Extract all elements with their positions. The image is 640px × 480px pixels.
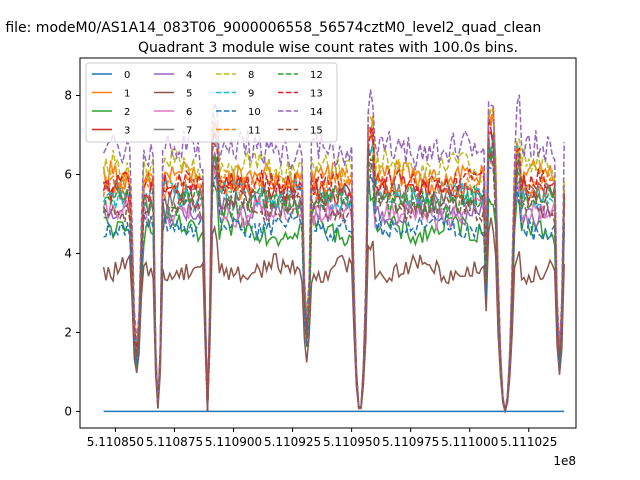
chart-title: Quadrant 3 module wise count rates with … — [138, 40, 518, 56]
legend-label-5: 5 — [186, 89, 192, 100]
y-tick-label: 2 — [64, 325, 72, 339]
x-tick-label: 5.110875 — [146, 435, 203, 449]
legend-label-12: 12 — [310, 70, 323, 81]
legend-label-11: 11 — [248, 126, 261, 137]
legend-label-4: 4 — [186, 70, 192, 81]
x-tick-label: 5.110950 — [323, 435, 380, 449]
legend-label-10: 10 — [248, 107, 261, 118]
legend-label-9: 9 — [248, 89, 254, 100]
y-tick-label: 6 — [64, 167, 72, 181]
axes-frame — [79, 57, 577, 429]
legend-label-1: 1 — [124, 89, 130, 100]
legend-label-6: 6 — [186, 107, 192, 118]
series-line-15 — [102, 147, 565, 412]
x-tick-label: 5.111025 — [500, 435, 557, 449]
series-line-5 — [102, 217, 565, 415]
series-line-14 — [102, 89, 565, 412]
legend-label-14: 14 — [310, 107, 323, 118]
legend-box — [85, 62, 338, 143]
legend-label-2: 2 — [124, 107, 130, 118]
legend-label-13: 13 — [310, 89, 323, 100]
legend-label-8: 8 — [248, 70, 254, 81]
x-tick-label: 5.110925 — [264, 435, 321, 449]
series-lines — [102, 89, 565, 415]
figure-suptitle: n file: modeM0/AS1A14_083T06_9000006558_… — [0, 20, 541, 36]
y-tick-label: 0 — [64, 404, 72, 418]
legend-label-7: 7 — [186, 126, 192, 137]
series-line-13 — [102, 118, 565, 412]
y-axis: 0 2 4 6 8 — [64, 89, 80, 418]
x-tick-label: 5.110975 — [382, 435, 439, 449]
legend-label-15: 15 — [310, 126, 323, 137]
x-axis: 5.110850 5.110875 5.110900 5.110925 5.110950… — [87, 428, 557, 449]
x-tick-label: 5.111000 — [441, 435, 498, 449]
y-tick-label: 4 — [64, 246, 72, 260]
x-tick-label: 5.110850 — [87, 435, 144, 449]
y-tick-label: 8 — [64, 89, 72, 103]
x-tick-label: 5.110900 — [205, 435, 262, 449]
legend-label-3: 3 — [124, 126, 130, 137]
legend-label-0: 0 — [124, 70, 130, 81]
x-offset-label: 1e8 — [553, 454, 576, 468]
